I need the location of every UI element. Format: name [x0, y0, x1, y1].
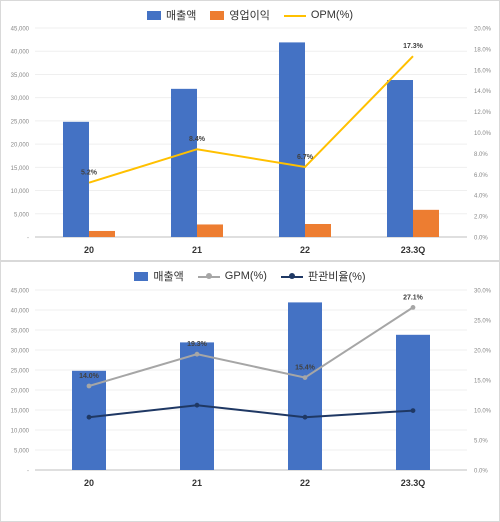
- legend-item: 매출액: [134, 268, 184, 284]
- bar: [171, 88, 197, 237]
- y-left-tick-label: 10,000: [11, 429, 30, 435]
- y-left-tick-label: 30,000: [11, 349, 30, 355]
- legend-item: 매출액: [146, 7, 197, 23]
- x-tick-label: 20: [84, 245, 94, 255]
- y-left-tick-label: 45,000: [11, 27, 30, 33]
- legend: 매출액 GPM(%) 판관비율(%): [1, 268, 499, 284]
- series-line: [88, 306, 414, 387]
- legend-label: 영업이익: [229, 10, 270, 22]
- y-left-tick-label: 5,000: [14, 449, 30, 455]
- legend: 매출액 영업이익 OPM(%): [1, 7, 499, 23]
- series-line: [88, 55, 414, 184]
- chart-svg: - 5,000 10,000 15,000 20,000 25,000 30,000 35,0…: [11, 289, 492, 489]
- y-right-tick-label: 15.0%: [474, 379, 492, 385]
- bar: [387, 80, 413, 237]
- y-right-tick-label: 6.0%: [474, 173, 488, 179]
- point-marker: [410, 305, 416, 310]
- data-label: 8.4%: [189, 136, 206, 143]
- y-right-tick-label: 2.0%: [474, 215, 488, 221]
- y-right-tick-label: 10.0%: [474, 131, 492, 137]
- y-right-tick-label: 0.0%: [474, 236, 488, 242]
- data-label: 27.1%: [403, 294, 424, 301]
- legend-label: 매출액: [153, 271, 184, 283]
- y-right-tick-label: 0.0%: [474, 469, 488, 475]
- point-marker: [302, 375, 308, 380]
- legend-label: 매출액: [165, 10, 197, 22]
- y-left-tick-label: 30,000: [11, 96, 30, 102]
- y-left-tick-label: 15,000: [11, 409, 30, 415]
- legend-swatch: [283, 11, 306, 20]
- point-marker: [86, 414, 92, 420]
- legend-swatch: [280, 272, 303, 281]
- bar: [413, 209, 439, 237]
- y-left-tick-label: 45,000: [11, 289, 30, 295]
- bar: [288, 302, 322, 470]
- y-right-tick-label: 8.0%: [474, 152, 488, 158]
- point-marker: [302, 414, 308, 420]
- y-left-tick-label: -: [27, 236, 29, 242]
- y-right-tick-label: 5.0%: [474, 439, 488, 445]
- y-left-tick-label: 25,000: [11, 369, 30, 375]
- bar: [89, 230, 115, 237]
- point-marker: [194, 351, 200, 357]
- y-left-tick-label: 40,000: [11, 309, 30, 315]
- legend-item: 영업이익: [210, 7, 270, 23]
- bar: [279, 42, 305, 237]
- chart-svg: - 5,000 10,000 15,000 20,000 25,000 30,000 35,0…: [11, 27, 492, 256]
- y-left-tick-label: 35,000: [11, 329, 30, 335]
- data-label: 15.4%: [295, 365, 316, 372]
- y-right-tick-label: 16.0%: [474, 68, 492, 74]
- point-marker: [194, 402, 200, 408]
- y-left-tick-label: 25,000: [11, 119, 30, 125]
- data-label: 14.0%: [79, 373, 100, 380]
- x-tick-label: 23.3Q: [401, 478, 426, 488]
- legend-swatch: [197, 272, 220, 281]
- legend-swatch: [134, 271, 149, 281]
- y-left-tick-label: 35,000: [11, 73, 30, 79]
- x-tick-label: 22: [300, 245, 310, 255]
- series-line: [88, 404, 414, 419]
- data-label: 17.3%: [403, 43, 424, 50]
- x-tick-label: 21: [192, 245, 202, 255]
- legend-item: 판관비율(%): [280, 268, 366, 284]
- legend-label: OPM(%): [310, 9, 354, 21]
- y-right-tick-label: 20.0%: [474, 349, 492, 355]
- y-right-tick-label: 20.0%: [474, 27, 492, 33]
- y-right-tick-label: 4.0%: [474, 194, 488, 200]
- x-tick-label: 21: [192, 478, 202, 488]
- y-right-tick-label: 18.0%: [474, 47, 492, 53]
- y-left-tick-label: 10,000: [11, 189, 30, 195]
- x-tick-label: 22: [300, 478, 310, 488]
- y-right-tick-label: 14.0%: [474, 89, 492, 95]
- y-left-tick-label: 20,000: [11, 143, 30, 149]
- y-left-tick-label: 5,000: [14, 212, 30, 218]
- bar: [197, 224, 223, 237]
- point-marker: [410, 408, 416, 413]
- data-label: 5.2%: [81, 170, 98, 177]
- data-label: 19.3%: [187, 341, 208, 348]
- y-left-tick-label: 15,000: [11, 166, 30, 172]
- y-left-tick-label: 20,000: [11, 389, 30, 395]
- y-right-tick-label: 10.0%: [474, 409, 492, 415]
- x-tick-label: 23.3Q: [401, 245, 426, 255]
- legend-label: GPM(%): [224, 270, 267, 282]
- x-tick-label: 20: [84, 478, 94, 488]
- chart-panel-top: 매출액 영업이익 OPM(%) - 5,000 10,000 15,000 20,000…: [0, 0, 500, 261]
- y-right-tick-label: 12.0%: [474, 110, 492, 116]
- legend-item: GPM(%): [197, 268, 267, 284]
- bar: [63, 121, 89, 237]
- y-right-tick-label: 25.0%: [474, 319, 492, 325]
- bar: [396, 334, 430, 470]
- legend-swatch: [146, 10, 161, 20]
- bar: [305, 223, 331, 237]
- data-label: 6.7%: [297, 154, 314, 161]
- legend-swatch: [210, 10, 225, 20]
- y-left-tick-label: 40,000: [11, 50, 30, 56]
- legend-item: OPM(%): [283, 7, 354, 23]
- y-left-tick-label: -: [27, 469, 29, 475]
- y-right-tick-label: 30.0%: [474, 289, 492, 295]
- legend-label: 판관비율(%): [307, 271, 366, 283]
- chart-panel-bottom: 매출액 GPM(%) 판관비율(%) - 5,000 10,000 15,000 20,…: [0, 261, 500, 522]
- point-marker: [86, 383, 92, 389]
